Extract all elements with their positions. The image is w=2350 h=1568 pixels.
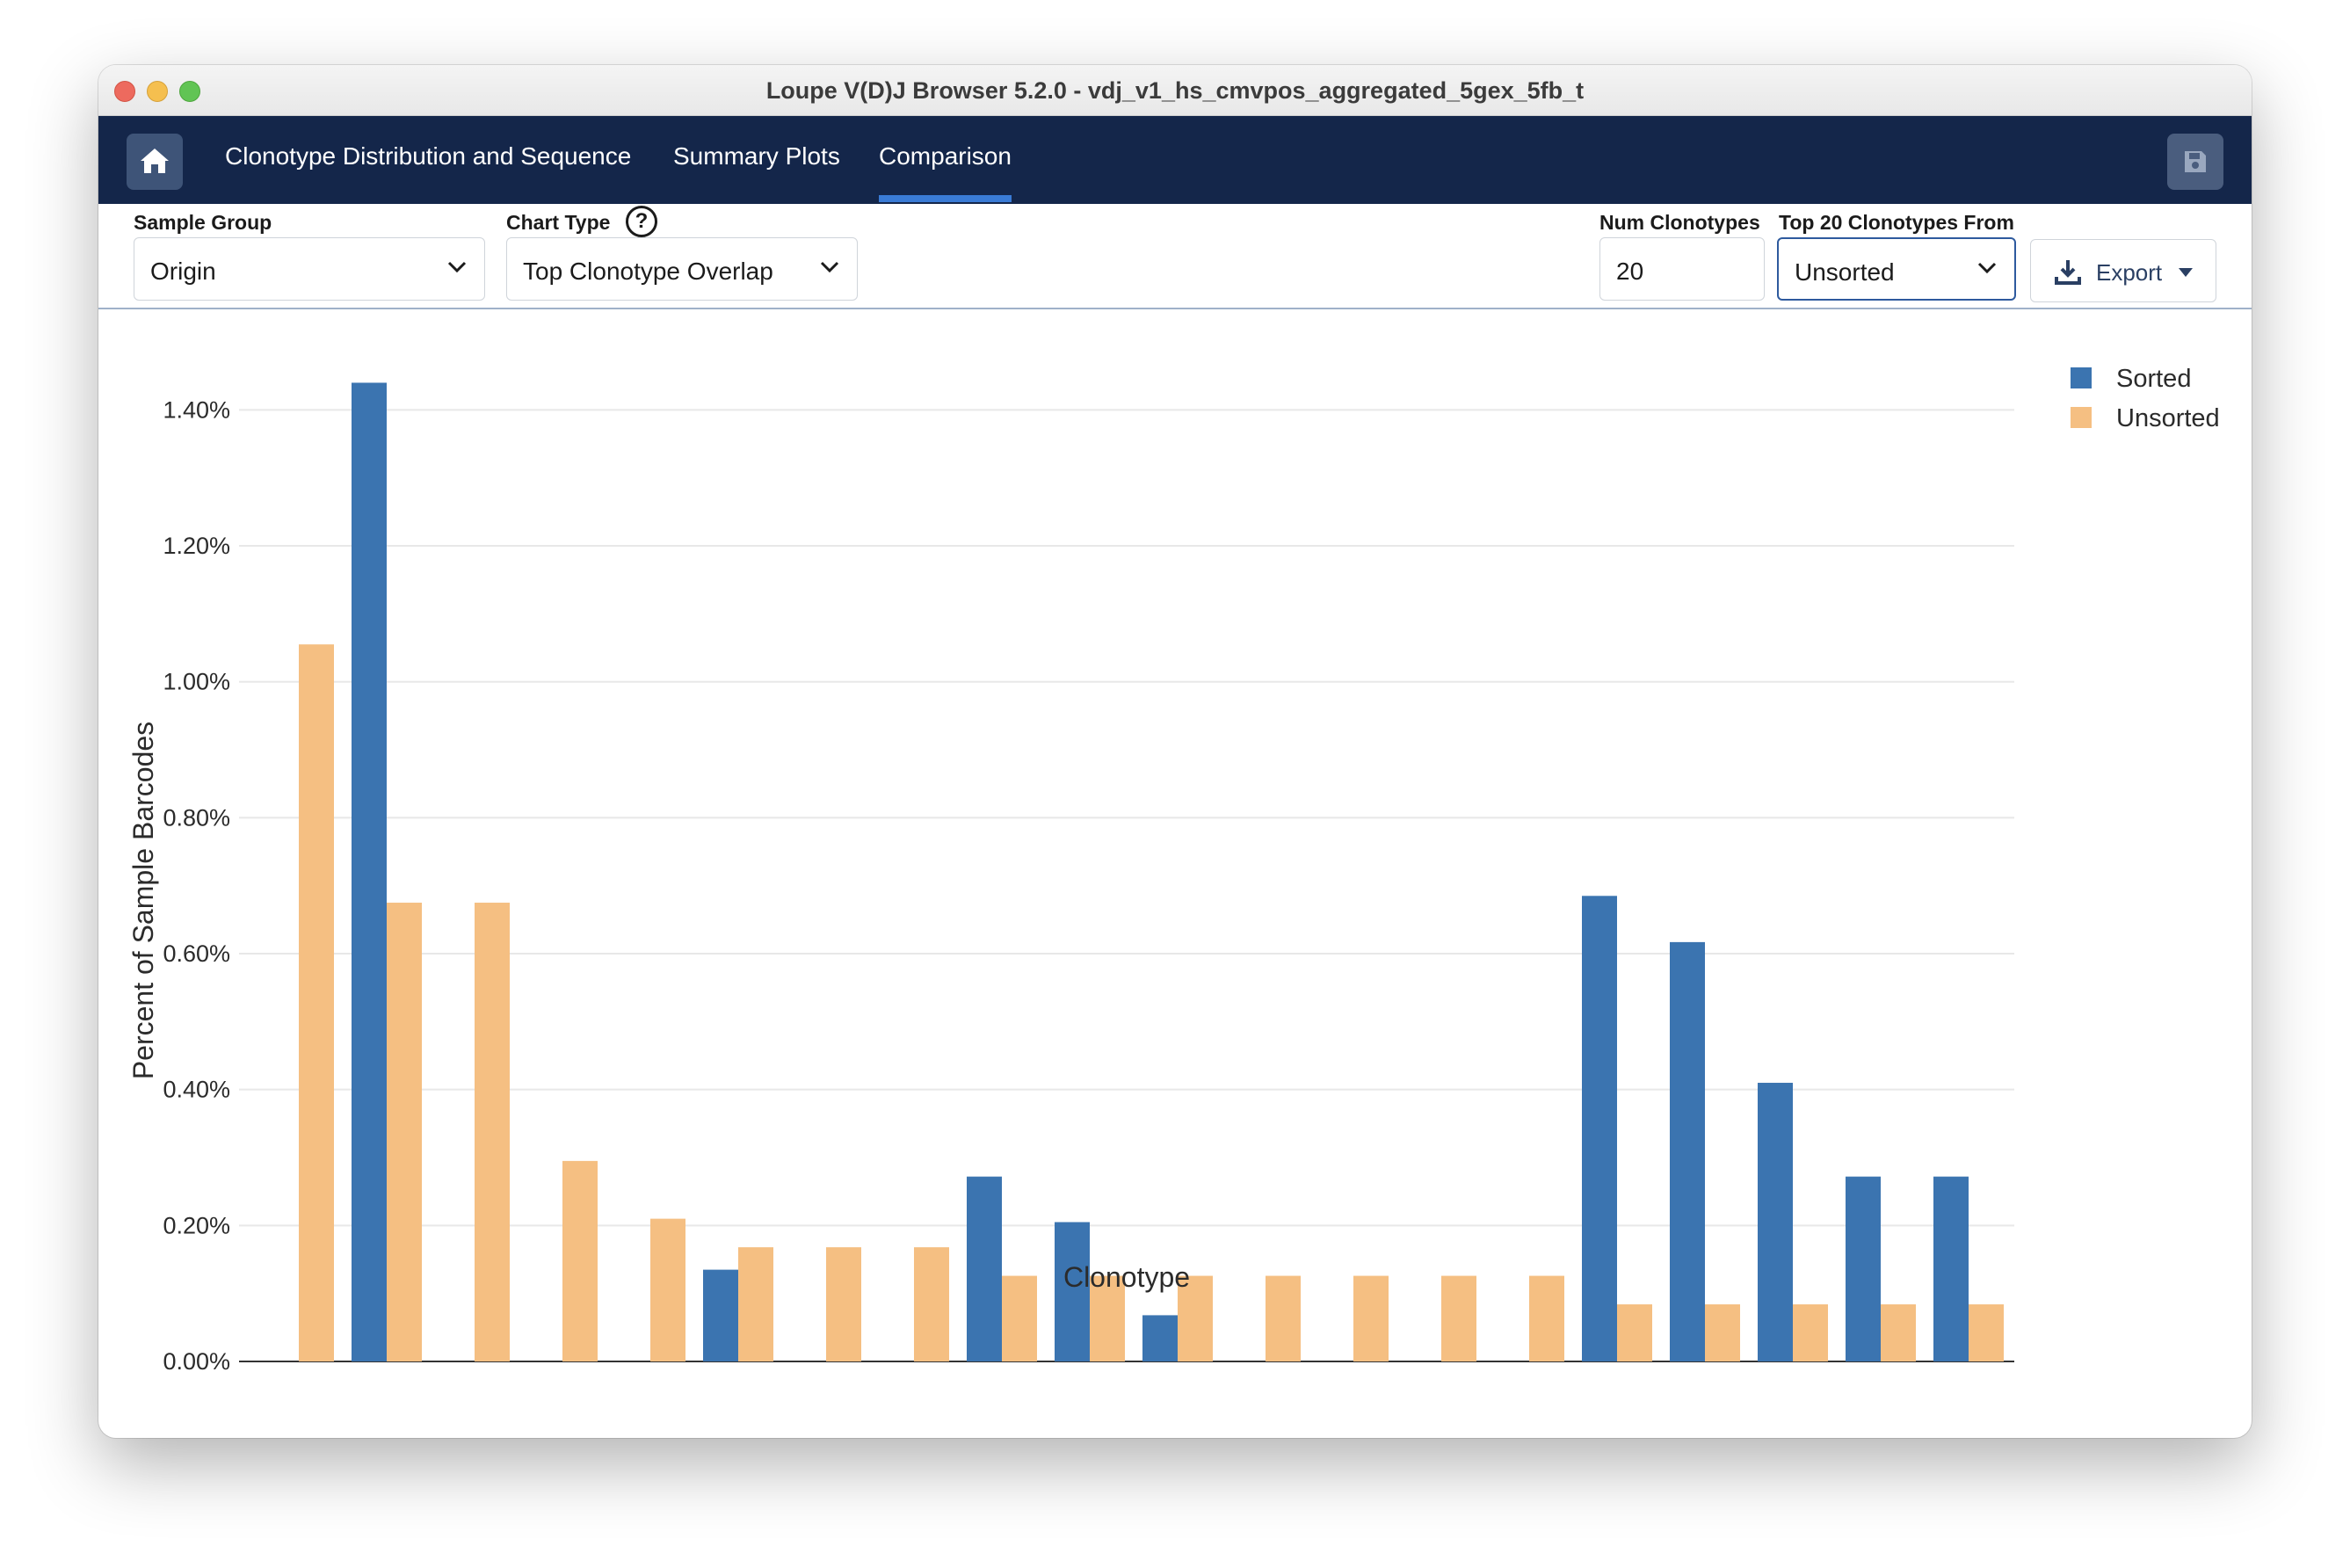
top-nav: Clonotype Distribution and Sequence Summ… xyxy=(98,116,2252,204)
bar-sorted xyxy=(1758,1082,1793,1361)
help-icon[interactable]: ? xyxy=(626,206,657,237)
num-clonotypes-label: Num Clonotypes xyxy=(1599,211,1760,234)
title-bar: Loupe V(D)J Browser 5.2.0 - vdj_v1_hs_cm… xyxy=(98,65,2252,116)
save-button[interactable] xyxy=(2167,134,2223,190)
sample-group-label: Sample Group xyxy=(134,211,272,234)
legend-swatch xyxy=(2071,367,2092,388)
tab-comparison[interactable]: Comparison xyxy=(879,142,1012,202)
y-tick-label: 0.40% xyxy=(163,1077,230,1103)
y-tick-label: 0.00% xyxy=(163,1348,230,1375)
top-from-value: Unsorted xyxy=(1795,258,1895,286)
bar-unsorted xyxy=(562,1160,598,1361)
legend-label: Unsorted xyxy=(2116,404,2220,432)
controls-bar: Sample Group Origin Chart Type ? Top Clo… xyxy=(98,204,2252,309)
y-tick-label: 0.80% xyxy=(163,804,230,831)
legend-label: Sorted xyxy=(2116,365,2191,393)
bar-unsorted xyxy=(1793,1304,1828,1361)
maximize-window-button[interactable] xyxy=(179,81,200,102)
num-clonotypes-input[interactable]: 20 xyxy=(1599,237,1765,301)
sample-group-select[interactable]: Origin xyxy=(134,237,485,301)
bar-sorted xyxy=(967,1176,1002,1361)
bar-sorted xyxy=(1846,1176,1881,1361)
bar-sorted xyxy=(1582,896,1617,1361)
minimize-window-button[interactable] xyxy=(147,81,168,102)
top-from-label: Top 20 Clonotypes From xyxy=(1779,211,2014,234)
export-label: Export xyxy=(2096,259,2163,286)
top-from-select[interactable]: Unsorted xyxy=(1777,237,2016,301)
bar-sorted xyxy=(1055,1222,1090,1361)
bar-unsorted xyxy=(1266,1275,1301,1361)
bar-unsorted xyxy=(475,903,510,1361)
bar-unsorted xyxy=(1529,1275,1564,1361)
tab-summary-plots[interactable]: Summary Plots xyxy=(673,142,840,170)
save-icon xyxy=(2185,151,2206,172)
bar-sorted xyxy=(1670,941,1705,1361)
num-clonotypes-value: 20 xyxy=(1616,258,1644,285)
y-tick-label: 1.40% xyxy=(163,396,230,423)
bar-unsorted xyxy=(914,1247,949,1361)
caret-down-icon xyxy=(2179,268,2193,277)
bar-unsorted xyxy=(1002,1275,1037,1361)
export-button[interactable]: Export xyxy=(2030,239,2216,302)
bar-unsorted xyxy=(1969,1304,2004,1361)
close-window-button[interactable] xyxy=(114,81,135,102)
bar-unsorted xyxy=(1090,1275,1125,1361)
y-tick-label: 0.20% xyxy=(163,1212,230,1238)
bar-unsorted xyxy=(738,1247,773,1361)
bar-sorted xyxy=(352,382,387,1361)
bar-sorted xyxy=(1142,1315,1178,1361)
y-tick-label: 1.00% xyxy=(163,669,230,695)
chart-area: 0.00% 0.20% 0.40% 0.60% 0.80% 1.00% 1.20% 1.40%… xyxy=(98,311,2252,1438)
chevron-down-icon xyxy=(820,261,839,273)
legend-swatch xyxy=(2071,407,2092,428)
bar-unsorted xyxy=(1353,1275,1389,1361)
comparison-bar-chart: 0.00% 0.20% 0.40% 0.60% 0.80% 1.00% 1.20% 1.40%… xyxy=(127,365,2220,1375)
y-tick-label: 1.20% xyxy=(163,533,230,559)
tab-clonotype-distribution[interactable]: Clonotype Distribution and Sequence xyxy=(225,142,632,170)
chart-type-label: Chart Type xyxy=(506,211,611,234)
download-icon xyxy=(2055,260,2081,285)
bar-unsorted xyxy=(826,1247,861,1361)
app-window: Loupe V(D)J Browser 5.2.0 - vdj_v1_hs_cm… xyxy=(98,65,2252,1438)
y-axis-label: Percent of Sample Barcodes xyxy=(127,722,159,1079)
bar-unsorted xyxy=(299,644,334,1361)
bar-unsorted xyxy=(1705,1304,1740,1361)
bar-unsorted xyxy=(1617,1304,1652,1361)
bar-sorted xyxy=(703,1269,738,1361)
home-button[interactable] xyxy=(127,134,183,190)
chevron-down-icon xyxy=(447,261,467,273)
bar-unsorted xyxy=(387,903,422,1361)
bar-unsorted xyxy=(1881,1304,1916,1361)
bar-unsorted xyxy=(1178,1275,1213,1361)
sample-group-value: Origin xyxy=(150,258,216,285)
chart-type-select[interactable]: Top Clonotype Overlap xyxy=(506,237,858,301)
chevron-down-icon xyxy=(1977,262,1997,274)
bar-sorted xyxy=(1933,1176,1969,1361)
bar-unsorted xyxy=(1441,1275,1476,1361)
y-tick-label: 0.60% xyxy=(163,940,230,967)
home-icon xyxy=(141,149,169,173)
chart-type-value: Top Clonotype Overlap xyxy=(523,258,773,285)
window-title: Loupe V(D)J Browser 5.2.0 - vdj_v1_hs_cm… xyxy=(765,77,1585,104)
bar-unsorted xyxy=(650,1218,685,1361)
x-axis-label: Clonotype xyxy=(1063,1261,1190,1293)
